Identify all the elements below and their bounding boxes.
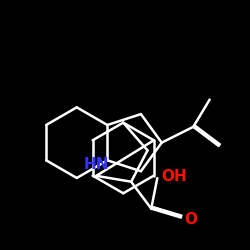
Text: HN: HN — [84, 157, 109, 172]
Text: OH: OH — [161, 169, 186, 184]
Text: O: O — [184, 212, 198, 227]
